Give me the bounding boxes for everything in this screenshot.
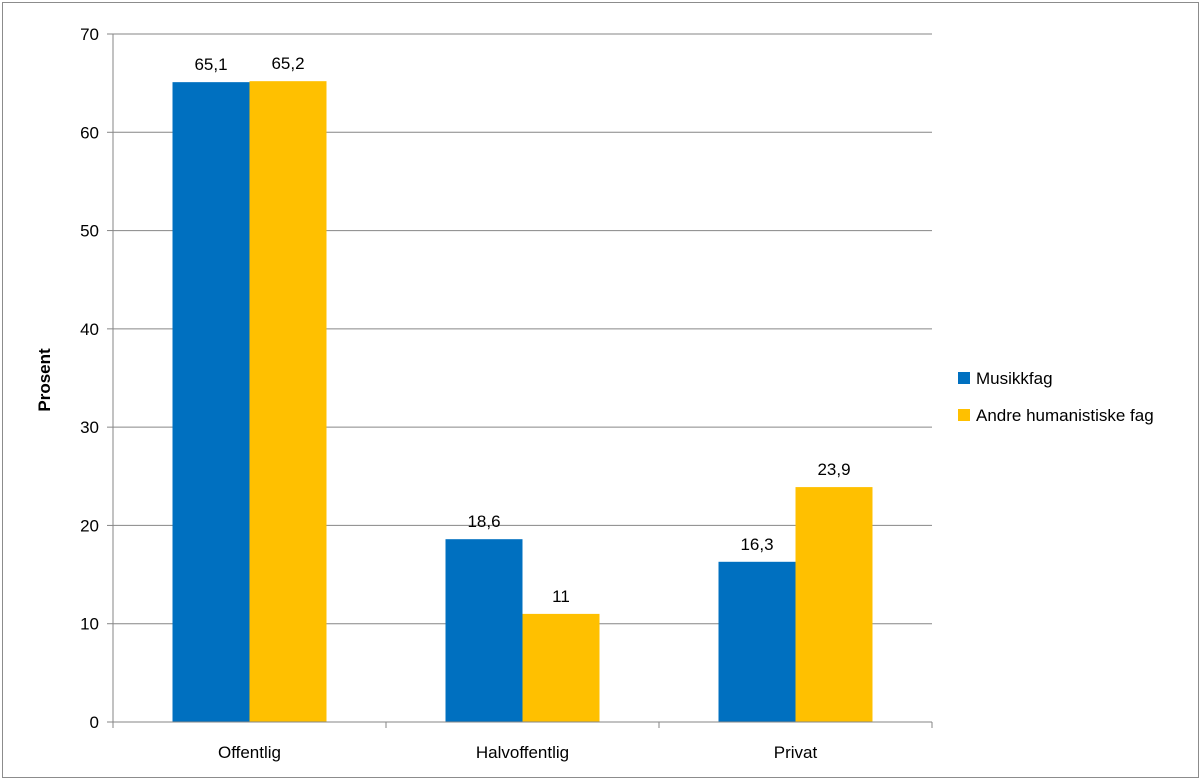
axes — [107, 33, 933, 728]
x-tick-label: Halvoffentlig — [476, 743, 569, 762]
bar — [522, 613, 600, 722]
y-tick-labels: 0 10 20 30 40 50 60 70 — [80, 25, 99, 732]
y-tick-label: 70 — [80, 25, 99, 44]
bar — [249, 81, 327, 723]
data-label: 23,9 — [817, 460, 850, 479]
data-label: 65,2 — [271, 54, 304, 73]
y-tick-label: 60 — [80, 123, 99, 142]
data-label: 65,1 — [194, 55, 227, 74]
bars — [172, 81, 873, 723]
y-tick-label: 40 — [80, 320, 99, 339]
bar — [445, 539, 523, 722]
data-labels: 65,1 65,2 18,6 11 16,3 23,9 — [194, 54, 850, 606]
y-tick-label: 50 — [80, 222, 99, 241]
x-tick-label: Offentlig — [218, 743, 281, 762]
legend: Musikkfag Andre humanistiske fag — [958, 369, 1154, 425]
data-label: 11 — [552, 587, 570, 606]
y-tick-label: 30 — [80, 418, 99, 437]
y-tick-label: 10 — [80, 615, 99, 634]
bar — [718, 561, 796, 722]
legend-label: Musikkfag — [976, 369, 1053, 388]
x-tick-labels: Offentlig Halvoffentlig Privat — [218, 743, 818, 762]
y-axis-label: Prosent — [35, 348, 54, 412]
y-tick-label: 20 — [80, 516, 99, 535]
legend-swatch — [958, 409, 970, 421]
bar — [795, 487, 873, 722]
data-label: 18,6 — [467, 512, 500, 531]
data-label: 16,3 — [740, 535, 773, 554]
x-tick-label: Privat — [774, 743, 818, 762]
bar — [172, 82, 250, 722]
legend-swatch — [958, 372, 970, 384]
y-tick-label: 0 — [90, 713, 99, 732]
legend-label: Andre humanistiske fag — [976, 406, 1154, 425]
